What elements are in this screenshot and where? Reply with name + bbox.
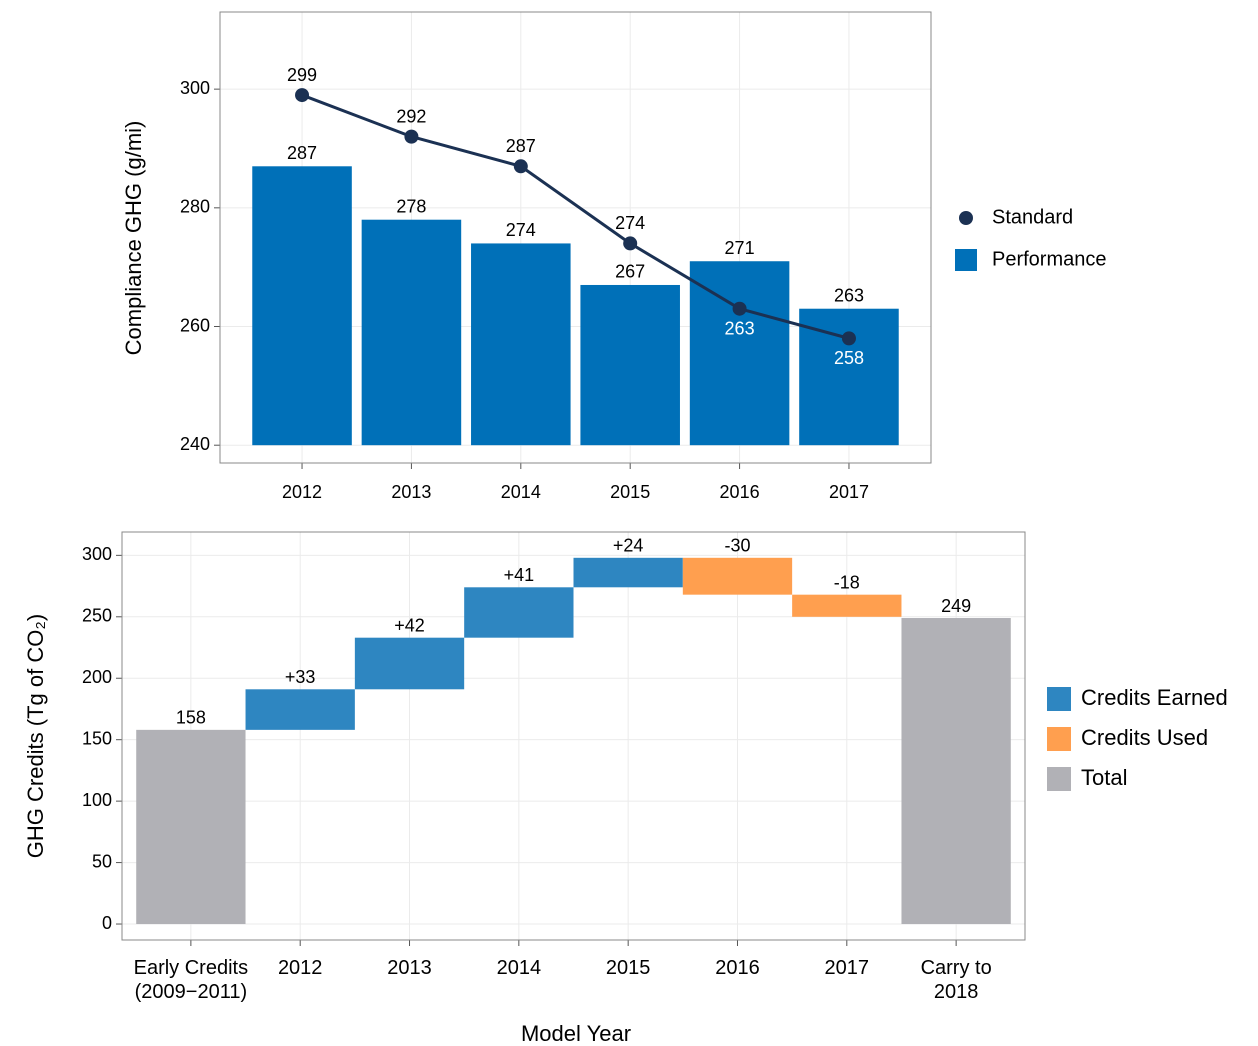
- point: [295, 88, 310, 103]
- data-label: 274: [506, 220, 536, 240]
- legend-label: Credits Used: [1081, 725, 1208, 750]
- y-tick-label: 50: [92, 851, 112, 871]
- legend-marker: [959, 211, 973, 225]
- data-label: 271: [725, 238, 755, 258]
- x-tick-label: 2016: [720, 482, 760, 502]
- y-tick-label: 200: [82, 667, 112, 687]
- bar: [682, 557, 793, 595]
- legend-marker: [1047, 687, 1071, 711]
- y-tick-label: 0: [102, 913, 112, 933]
- point: [841, 331, 856, 346]
- data-label: -18: [834, 572, 860, 592]
- data-label: 287: [506, 136, 536, 156]
- data-label: 292: [396, 106, 426, 126]
- x-tick-label: Early Credits (2009−2011): [133, 957, 249, 1003]
- bar: [792, 594, 902, 617]
- line: [301, 93, 850, 340]
- x-tick-label: Carry to 2018: [920, 957, 992, 1003]
- y-axis-label: GHG Credits (Tg of CO₂): [23, 614, 48, 858]
- y-tick-label: 260: [180, 315, 210, 335]
- y-tick-label: 250: [82, 606, 112, 626]
- legend-marker: [955, 249, 977, 271]
- y-axis-label: Compliance GHG (g/mi): [121, 121, 146, 356]
- point: [513, 159, 528, 174]
- bar: [136, 729, 246, 925]
- legend-marker: [1047, 767, 1071, 791]
- x-tick-label: 2012: [282, 482, 322, 502]
- data-label: 299: [287, 65, 317, 85]
- data-label: 267: [615, 262, 645, 282]
- x-tick-label: 2015: [605, 957, 651, 979]
- legend-marker: [1047, 727, 1071, 751]
- data-label: +33: [285, 667, 316, 687]
- bar: [573, 557, 683, 588]
- bar: [354, 637, 465, 690]
- data-label: 274: [615, 213, 645, 233]
- plot-border: [219, 11, 932, 464]
- legend-label: Standard: [992, 206, 1073, 228]
- x-tick-label: 2013: [391, 482, 431, 502]
- legend-label: Credits Earned: [1081, 685, 1228, 710]
- bar: [580, 284, 680, 446]
- x-tick-label: 2014: [501, 482, 541, 502]
- y-tick-label: 150: [82, 728, 112, 748]
- bar: [689, 261, 790, 446]
- data-label: 158: [176, 708, 206, 728]
- data-label: 263: [725, 318, 755, 338]
- data-label: +24: [613, 536, 644, 556]
- x-axis-label: Model Year: [521, 1021, 631, 1046]
- x-tick-label: 2017: [824, 957, 870, 979]
- x-tick-label: 2015: [610, 482, 650, 502]
- point: [404, 129, 419, 144]
- y-tick-label: 300: [82, 544, 112, 564]
- plot-border: [121, 531, 1026, 941]
- data-label: +42: [394, 615, 425, 635]
- bar: [361, 219, 462, 446]
- data-label: +41: [504, 565, 535, 585]
- x-tick-label: 2017: [829, 482, 869, 502]
- bar: [471, 243, 571, 446]
- x-tick-label: 2016: [715, 957, 760, 979]
- y-tick-label: 100: [82, 790, 112, 810]
- data-label: 287: [287, 143, 317, 163]
- point: [623, 236, 638, 251]
- y-tick-label: 240: [180, 434, 210, 454]
- bar: [464, 587, 574, 638]
- data-label: 278: [396, 196, 426, 216]
- bar: [252, 166, 352, 446]
- legend-label: Performance: [992, 248, 1107, 270]
- x-tick-label: 2013: [387, 957, 432, 979]
- legend-label: Total: [1081, 765, 1127, 790]
- y-tick-label: 300: [180, 78, 210, 98]
- bar: [245, 689, 355, 730]
- data-label: 258: [834, 348, 864, 368]
- point: [732, 301, 747, 316]
- data-label: -30: [724, 536, 750, 556]
- x-tick-label: 2012: [277, 957, 323, 979]
- data-label: 249: [941, 596, 971, 616]
- data-label: 263: [834, 285, 864, 305]
- y-tick-label: 280: [180, 197, 210, 217]
- x-tick-label: 2014: [496, 957, 542, 979]
- bar: [901, 618, 1011, 925]
